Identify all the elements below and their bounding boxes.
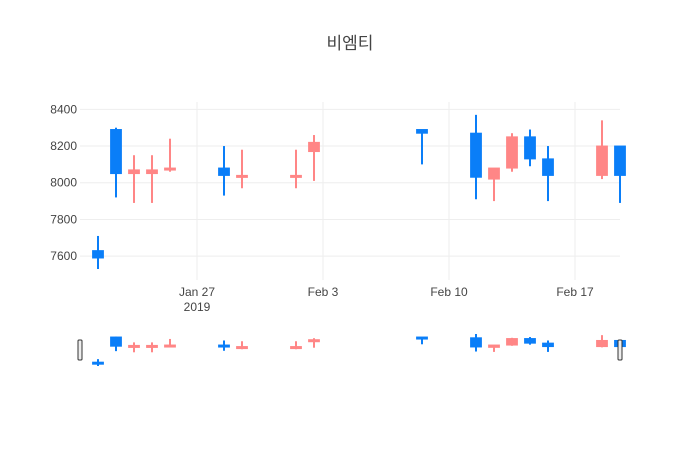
slider-candle [470,334,482,352]
candle [614,145,626,203]
candle-body [110,129,122,175]
candle [506,133,518,172]
y-tick-label: 8400 [50,102,77,116]
candle [416,129,428,165]
candle [596,120,608,180]
candle-body [470,132,482,178]
slider-candle-body [218,344,230,348]
candle [488,167,500,202]
x-tick-label: Jan 27 [179,285,215,299]
candle [218,146,230,196]
candle [128,155,140,203]
candle-body [488,167,500,180]
candle-body [416,129,428,134]
slider-candle [110,336,122,352]
slider-candle-body [596,339,608,348]
slider-candle [488,344,500,352]
candle-layer [92,114,626,269]
candle [92,235,104,269]
y-tick-label: 7600 [50,249,77,263]
y-tick-label: 7800 [50,212,77,226]
slider-candle [542,340,554,352]
x-tick-label: Feb 10 [430,285,468,299]
slider-candle [524,337,536,345]
slider-candle [290,341,302,350]
slider-candle-body [110,336,122,347]
candle-body [542,158,554,176]
slider-candle-body [470,337,482,348]
candle-body [506,136,518,169]
candle-body [92,250,104,259]
slider-candle [236,341,248,350]
candle-body [290,174,302,178]
slider-candle-body [290,346,302,350]
candle-body [596,145,608,176]
range-slider-right-handle[interactable] [617,339,623,361]
candle [146,155,158,203]
candle-body [524,136,536,160]
candle [524,129,536,167]
candle-body [218,167,230,176]
slider-candle-body [416,336,428,340]
slider-candle-body [128,344,140,348]
slider-candle-body [506,338,518,346]
slider-candle-body [164,344,176,348]
candle [542,146,554,202]
slider-candle-body [542,342,554,348]
slider-candle-body [146,344,158,348]
y-tick-label: 8200 [50,139,77,153]
slider-candle [506,337,518,346]
slider-candle-body [488,344,500,348]
slider-candle [308,338,320,348]
candle-body [236,174,248,178]
chart-title: 비엠티 [327,34,374,53]
grid-layer [80,102,620,280]
slider-candle [596,335,608,348]
x-tick-label: Feb 17 [556,285,594,299]
candle [290,149,302,189]
slider-candle-body [524,338,536,344]
range-slider[interactable] [77,334,626,366]
candle-body [146,169,158,175]
candle [470,114,482,200]
range-slider-left-handle[interactable] [77,339,83,361]
slider-candle [92,359,104,366]
candle-body [308,141,320,153]
slider-candle-body [236,346,248,350]
x-tick-sublabel: 2019 [184,300,211,314]
candle-body [614,145,626,176]
slider-candle-body [308,339,320,343]
y-tick-label: 8000 [50,176,77,190]
candle-body [164,167,176,171]
slider-candle [146,342,158,353]
x-tick-label: Feb 3 [308,285,339,299]
candle [236,149,248,189]
candle [110,127,122,198]
candle-body [128,169,140,175]
slider-candle [416,336,428,345]
candle [308,135,320,181]
slider-candle-body [92,361,104,365]
slider-candle [128,342,140,353]
candle [164,138,176,172]
slider-candle [164,338,176,348]
slider-candle [218,340,230,351]
